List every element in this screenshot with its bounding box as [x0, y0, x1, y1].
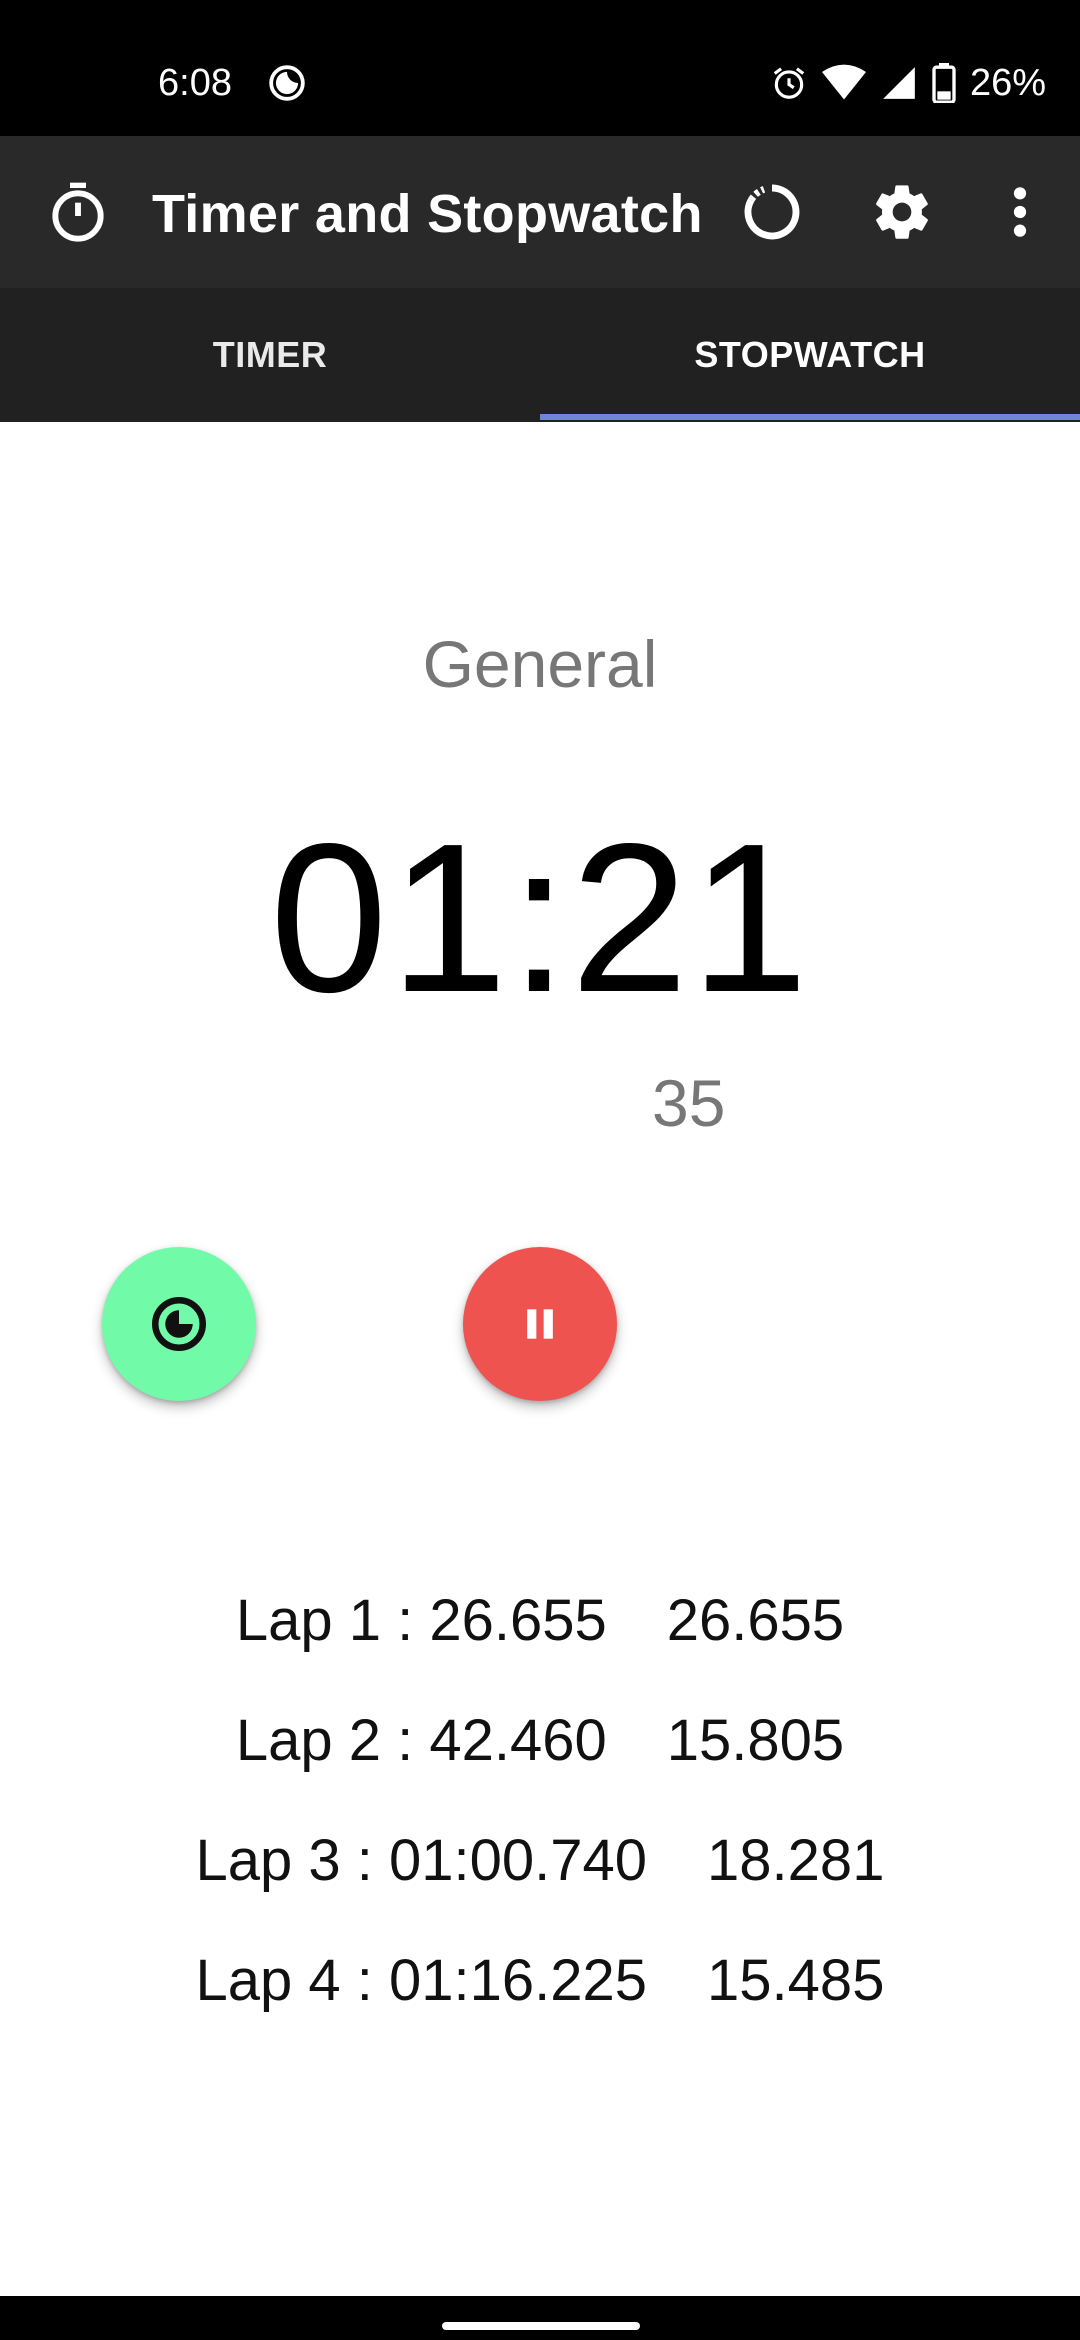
lap-icon	[152, 1297, 206, 1351]
gear-icon[interactable]	[870, 180, 934, 244]
status-time: 6:08	[158, 62, 232, 104]
reset-circle-icon[interactable]	[740, 180, 804, 244]
lap-row: Lap 1 : 26.655 26.655	[0, 1560, 1080, 1680]
tab-timer[interactable]: TIMER	[212, 334, 328, 375]
lap-split: 26.655	[666, 1587, 845, 1653]
battery-percent: 26%	[969, 62, 1046, 104]
alarm-icon	[773, 67, 805, 99]
tab-stopwatch[interactable]: STOPWATCH	[694, 334, 926, 375]
tab-indicator	[540, 414, 1080, 420]
lap-row: Lap 2 : 42.460 15.805	[0, 1680, 1080, 1800]
lap-row: Lap 4 : 01:16.225 15.485	[0, 1920, 1080, 2040]
navigation-bar	[0, 2296, 1080, 2340]
app-title: Timer and Stopwatch	[152, 184, 703, 244]
lap-total: Lap 2 : 42.460	[235, 1707, 607, 1773]
lap-total: Lap 4 : 01:16.225	[195, 1947, 648, 2013]
lap-total: Lap 1 : 26.655	[235, 1587, 607, 1653]
battery-icon	[932, 63, 956, 103]
pause-button[interactable]	[463, 1247, 617, 1401]
status-bar: 6:08 26%	[0, 0, 1080, 136]
lap-split: 18.281	[707, 1827, 885, 1893]
wifi-icon	[821, 64, 866, 100]
stopwatch-category[interactable]: General	[422, 627, 658, 701]
stopwatch-time: 01:21	[269, 799, 811, 1036]
lap-total: Lap 3 : 01:00.740	[195, 1827, 648, 1893]
lap-row: Lap 3 : 01:00.740 18.281	[0, 1800, 1080, 1920]
home-gesture-handle[interactable]	[442, 2322, 640, 2330]
signal-icon	[883, 67, 915, 99]
tab-bar: TIMER STOPWATCH	[0, 288, 1080, 422]
lap-button[interactable]	[102, 1247, 256, 1401]
stopwatch-icon	[52, 182, 104, 242]
lap-list: Lap 1 : 26.655 26.655 Lap 2 : 42.460 15.…	[0, 1560, 1080, 2040]
status-icons: 26%	[770, 58, 1046, 108]
app-bar: Timer and Stopwatch	[0, 136, 1080, 288]
moon-icon	[269, 65, 305, 101]
pause-icon	[527, 1309, 553, 1339]
lap-split: 15.805	[666, 1707, 845, 1773]
more-vert-icon[interactable]	[1002, 180, 1038, 244]
stopwatch-fraction: 35	[652, 1066, 726, 1140]
lap-split: 15.485	[707, 1947, 885, 2013]
